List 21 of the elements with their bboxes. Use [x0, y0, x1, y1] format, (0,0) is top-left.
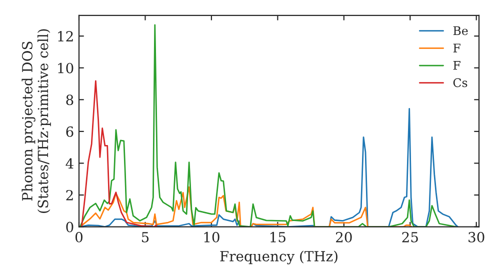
x-tick-label: 30 [468, 232, 484, 242]
legend-label: F [453, 44, 460, 52]
legend-label: F [453, 61, 460, 70]
y-tick-label: 8 [66, 94, 74, 106]
x-tick-label: 10 [204, 232, 220, 242]
x-tick-label: 25 [402, 232, 418, 242]
y-tick-label: 4 [66, 158, 74, 168]
y-tick-label: 12 [58, 31, 73, 42]
x-axis-title: Frequency (THz) [220, 250, 338, 264]
y-tick-label: 6 [66, 126, 74, 137]
x-tick-label: 15 [270, 232, 286, 242]
x-tick-label: 5 [142, 232, 149, 242]
line-series [80, 80, 158, 227]
x-tick-label: 20 [336, 232, 352, 242]
y-tick-label: 0 [66, 222, 74, 232]
y-tick-label: 10 [58, 62, 74, 74]
x-tick-label: 0 [75, 232, 82, 242]
y-axis-title: Phonon projected DOS (States/THz·primitive cell) [22, 29, 51, 213]
legend-label: Cs [453, 78, 468, 88]
y-tick-label: 2 [66, 190, 73, 200]
legend-label: Be [453, 26, 468, 36]
